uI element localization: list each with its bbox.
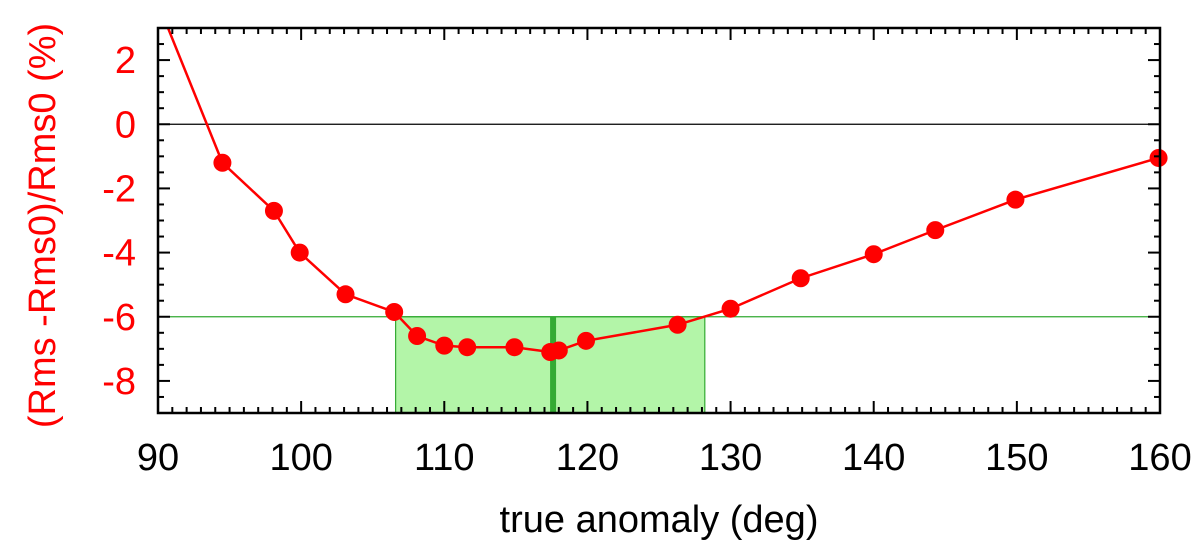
y-tick-label: 0: [115, 104, 136, 146]
ticks-layer: [157, 27, 1161, 414]
y-tick-label: -4: [102, 233, 136, 275]
tick-labels-layer: 90 100 110 120 130 140 150 160 2 0 -2 -4 -6 -8: [102, 40, 1192, 479]
data-point: [1149, 148, 1168, 167]
reference-lines-layer: [158, 123, 1160, 318]
data-point: [458, 338, 477, 357]
data-point: [576, 331, 595, 350]
data-point: [290, 243, 309, 262]
data-point: [549, 341, 568, 360]
x-tick-label: 100: [269, 437, 332, 479]
data-point: [385, 302, 404, 321]
series-line: [166, 28, 1159, 354]
y-tick-label: 2: [115, 40, 136, 82]
data-point: [336, 285, 355, 304]
data-point: [505, 338, 524, 357]
y-axis-title: (Rms -Rms0)/Rms0 (%): [22, 23, 64, 428]
x-tick-label: 110: [414, 437, 475, 479]
series-layer: [166, 28, 1168, 362]
x-tick-label: 120: [556, 437, 619, 479]
data-point: [213, 153, 232, 172]
data-point: [791, 269, 810, 288]
data-point: [668, 315, 687, 334]
data-point: [926, 221, 945, 240]
x-tick-label: 140: [842, 437, 905, 479]
y-tick-label: -8: [102, 361, 136, 403]
data-point: [408, 327, 427, 345]
data-point: [721, 299, 740, 318]
confidence-band-layer: [395, 316, 706, 414]
data-point: [864, 245, 883, 264]
x-tick-label: 160: [1128, 437, 1191, 479]
data-point: [1006, 190, 1025, 209]
data-point: [435, 336, 454, 355]
x-tick-label: 90: [137, 437, 179, 479]
x-tick-label: 130: [699, 437, 762, 479]
x-axis-title: true anomaly (deg): [500, 499, 819, 541]
x-tick-label: 150: [985, 437, 1048, 479]
y-tick-label: -2: [102, 168, 136, 210]
data-point: [264, 201, 283, 220]
y-tick-label: -6: [102, 297, 136, 339]
